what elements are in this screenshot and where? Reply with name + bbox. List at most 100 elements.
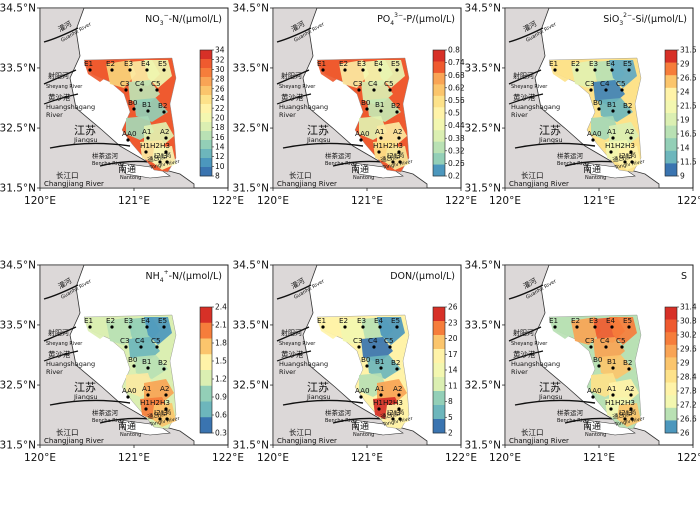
station-label: AA0 (122, 129, 137, 138)
lon-tick-label: 122°E (212, 195, 244, 207)
colorbar-segment (433, 377, 445, 392)
station-dot (611, 136, 615, 140)
contour-band (377, 60, 405, 88)
label-bencha-en: Bencha River (92, 161, 126, 167)
guanhe-river (276, 284, 312, 300)
label-nantong-cn: 南通 (351, 420, 369, 432)
station-label: A2 (160, 127, 170, 136)
station-label: E1 (84, 316, 93, 325)
colorbar-tick-label: 31.5 (680, 46, 697, 55)
lon-tick-label: 121°E (118, 452, 150, 464)
colorbar-tick-label: 14 (448, 366, 458, 375)
colorbar-segment (200, 122, 212, 132)
label-nantong-en: Nantong (353, 175, 374, 181)
colorbar-segment (665, 395, 677, 409)
station-dot (162, 110, 166, 114)
guanhe-river (276, 27, 312, 43)
station-dot (589, 88, 593, 92)
label-bencha-en: Bencha River (92, 418, 126, 424)
station-dot (378, 68, 382, 72)
lat-tick-label: 31.5°N (0, 440, 36, 452)
colorbar-segment (665, 357, 677, 371)
label-sheyang-cn: 射阳河 (281, 328, 302, 337)
contour-band (134, 355, 168, 379)
contour-band (134, 98, 168, 122)
station-dot (611, 393, 615, 397)
station-dot (391, 160, 395, 164)
contour-band (106, 317, 136, 345)
colorbar-segment (433, 363, 445, 378)
station-label: E5 (623, 316, 632, 325)
station-label: B2 (158, 101, 168, 110)
lat-tick-label: 33.5°N (0, 62, 36, 74)
station-dot (343, 68, 347, 72)
station-dot (591, 138, 595, 142)
label-bencha-cn: 栟茶运河 (325, 408, 352, 417)
label-sheyang-en: Sheyang River (46, 84, 83, 90)
station-dot (627, 325, 631, 329)
colorbar-segment (665, 344, 677, 358)
station-label: B2 (391, 101, 401, 110)
station-label: E2 (339, 59, 348, 68)
station-label: C5 (384, 336, 394, 345)
colorbar-segment (665, 75, 677, 89)
colorbar-tick-label: 30 (215, 65, 225, 74)
label-sheyang-en: Sheyang River (46, 341, 83, 347)
station-label: B1 (375, 357, 385, 366)
colorbar-tick-label: 12 (215, 152, 225, 161)
station-label: C3 (353, 336, 363, 345)
station-label: E3 (357, 59, 366, 68)
colorbar-segment (200, 77, 212, 87)
station-dot (627, 110, 631, 114)
station-dot (164, 136, 168, 140)
station-dot (164, 407, 168, 411)
station-dot (379, 366, 383, 370)
colorbar-tick-label: 9 (680, 172, 685, 181)
station-label: B2 (391, 358, 401, 367)
colorbar-segment (433, 61, 445, 74)
station-label: E5 (391, 316, 400, 325)
colorbar-segment (665, 420, 677, 434)
colorbar-tick-label: 2.4 (215, 303, 227, 312)
station-label: E5 (623, 59, 632, 68)
station-dot (388, 345, 392, 349)
colorbar-tick-label: 14 (680, 144, 690, 153)
station-dot (372, 88, 376, 92)
station-label: E5 (158, 316, 167, 325)
station-dot (361, 325, 365, 329)
lat-tick-label: 34.5°N (465, 3, 501, 15)
station-label: E5 (391, 59, 400, 68)
lon-tick-label: 120°E (24, 452, 56, 464)
colorbar-tick-label: 31.4 (680, 303, 697, 312)
station-label: B0 (361, 355, 371, 364)
colorbar-tick-label: 0.8 (448, 46, 460, 55)
station-dot (124, 88, 128, 92)
lon-tick-label: 120°E (257, 452, 289, 464)
contour-band (617, 146, 641, 170)
station-dot (620, 345, 624, 349)
station-label: C3 (353, 79, 363, 88)
label-sheyang-cn: 射阳河 (513, 328, 534, 337)
colorbar-segment (665, 87, 677, 101)
colorbar-segment (433, 130, 445, 142)
station-label: E1 (84, 59, 93, 68)
colorbar-frame (199, 306, 213, 434)
label-jiangsu-en: Jiangsu (73, 393, 97, 401)
lat-tick-label: 32.5°N (233, 123, 269, 135)
station-label: C3 (585, 336, 595, 345)
contour-band (571, 317, 601, 345)
station-label: I2 (387, 151, 394, 160)
station-label: E5 (158, 59, 167, 68)
station-label: E2 (571, 316, 580, 325)
station-label: C4 (135, 79, 145, 88)
station-label: E3 (124, 316, 133, 325)
lat-tick-label: 33.5°N (233, 319, 269, 331)
land-area (504, 7, 660, 189)
station-dot (629, 393, 633, 397)
station-dot (164, 393, 168, 397)
panel-title: NH4+-N/(μmol/L) (145, 269, 222, 284)
label-nantong-cn: 南通 (583, 420, 601, 432)
station-dot (145, 68, 149, 72)
